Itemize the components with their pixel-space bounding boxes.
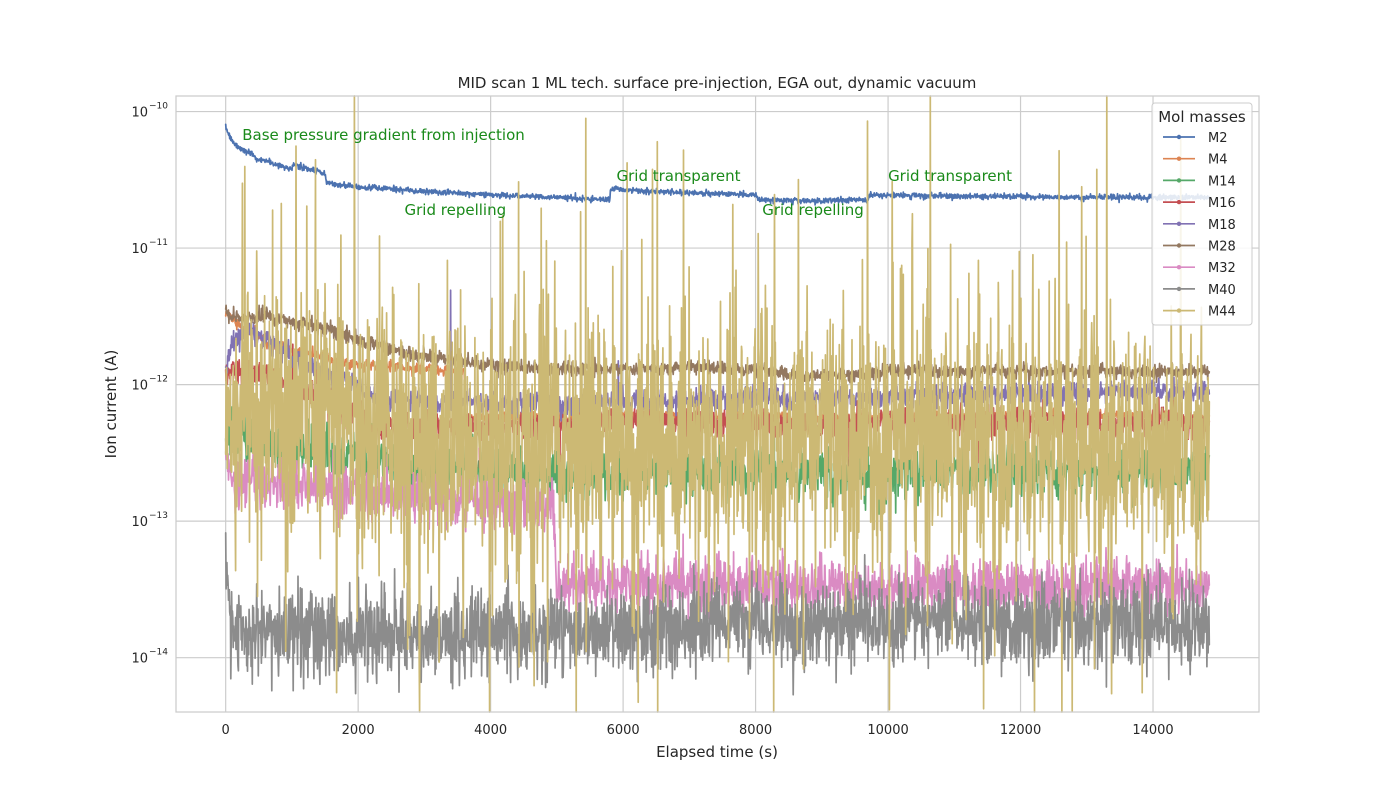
legend-item-m32: M32	[1163, 261, 1236, 276]
x-tick-label: 2000	[342, 723, 375, 738]
y-tick-exponent: −10	[149, 102, 168, 112]
legend-item-m40: M40	[1163, 283, 1236, 298]
series-line-m2	[224, 123, 1211, 206]
series-line-m40	[224, 532, 1211, 696]
y-tick-label: 10	[131, 515, 148, 530]
legend-swatch-marker	[1176, 308, 1182, 313]
x-tick-label: 4000	[474, 723, 507, 738]
y-tick-label: 10	[131, 242, 148, 257]
x-tick-label: 14000	[1132, 723, 1173, 738]
x-tick-label: 10000	[867, 723, 908, 738]
legend-swatch-marker	[1176, 221, 1182, 226]
legend-label: M40	[1208, 283, 1236, 298]
y-tick-label: 10	[131, 652, 148, 667]
annotation-text: Grid transparent	[888, 167, 1012, 185]
annotation-text: Grid repelling	[405, 201, 507, 219]
legend-item-m44: M44	[1163, 305, 1236, 320]
legend-title: Mol masses	[1158, 108, 1246, 126]
legend-swatch-marker	[1176, 199, 1182, 205]
legend-item-m18: M18	[1163, 218, 1236, 233]
legend-label: M18	[1208, 218, 1236, 233]
legend-item-m2: M2	[1163, 131, 1228, 146]
legend-swatch-marker	[1176, 156, 1182, 161]
legend-item-m4: M4	[1163, 153, 1228, 168]
legend-item-m28: M28	[1163, 240, 1236, 255]
series-m2	[224, 123, 1211, 206]
legend-swatch-marker	[1176, 134, 1182, 140]
legend-items: M2 M4 M14 M16 M18 M28 M32 M40 M44	[1163, 131, 1236, 320]
annotation-text: Grid repelling	[762, 201, 864, 219]
x-axis-label: Elapsed time (s)	[656, 743, 778, 761]
legend-label: M44	[1208, 305, 1236, 320]
y-tick-label: 10	[131, 106, 148, 121]
y-tick-label: 10	[131, 379, 148, 394]
legend-label: M16	[1208, 196, 1236, 211]
y-tick-exponent: −13	[149, 511, 168, 521]
y-tick-exponent: −14	[149, 648, 168, 658]
y-axis-label: Ion current (A)	[102, 350, 120, 459]
y-tick-exponent: −12	[149, 375, 168, 385]
series-m40	[224, 532, 1211, 696]
series-m44	[224, 95, 1211, 713]
legend-label: M4	[1208, 153, 1228, 168]
legend-item-m16: M16	[1163, 196, 1236, 211]
series-layer	[224, 95, 1211, 713]
series-line-m44	[224, 95, 1211, 713]
plot-frame	[175, 95, 1260, 713]
legend-label: M28	[1208, 240, 1236, 255]
legend-label: M32	[1208, 261, 1236, 276]
x-axis-ticks: 0 2000 4000 6000 8000 10000 12000 14000	[222, 723, 1174, 738]
x-tick-label: 6000	[607, 723, 640, 738]
legend-swatch-marker	[1176, 286, 1182, 292]
legend: Mol masses M2 M4 M14 M16 M18 M28 M32 M40 M44	[1151, 102, 1253, 326]
y-tick-exponent: −11	[149, 238, 168, 248]
x-tick-label: 8000	[739, 723, 772, 738]
legend-swatch-marker	[1176, 265, 1182, 270]
x-tick-label: 0	[222, 723, 230, 738]
annotation-text: Grid transparent	[616, 167, 740, 185]
annotation-text: Base pressure gradient from injection	[242, 126, 525, 144]
legend-label: M14	[1208, 174, 1236, 189]
legend-swatch-marker	[1176, 178, 1182, 183]
x-tick-label: 12000	[1000, 723, 1041, 738]
legend-item-m14: M14	[1163, 174, 1236, 189]
legend-swatch-marker	[1176, 243, 1182, 248]
annotations: Base pressure gradient from injection Gri…	[242, 126, 1012, 219]
legend-label: M2	[1208, 131, 1228, 146]
chart-title: MID scan 1 ML tech. surface pre-injectio…	[458, 74, 977, 92]
